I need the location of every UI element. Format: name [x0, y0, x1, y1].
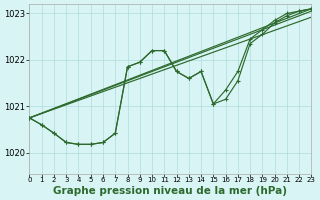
X-axis label: Graphe pression niveau de la mer (hPa): Graphe pression niveau de la mer (hPa)	[53, 186, 287, 196]
